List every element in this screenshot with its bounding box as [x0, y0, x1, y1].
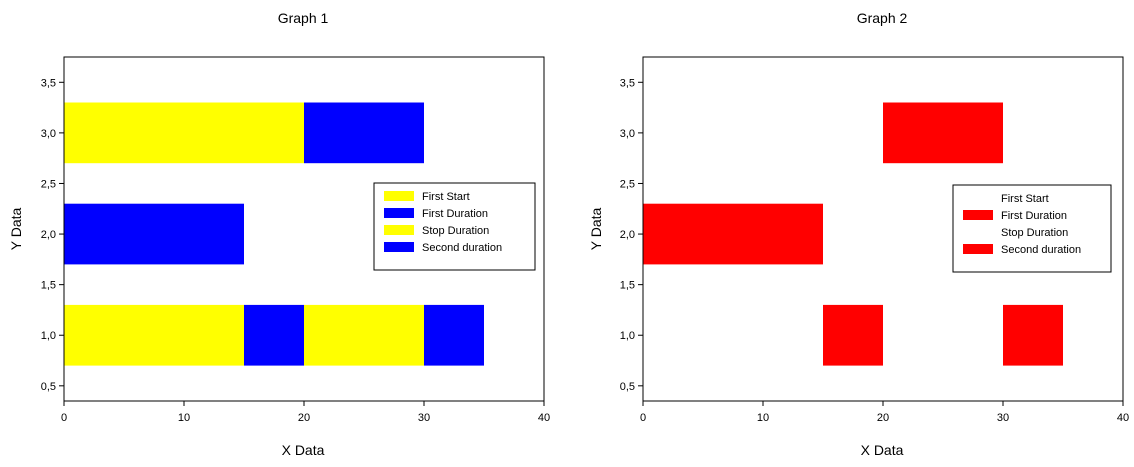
y-axis: 0,5 1,0 1,5 2,0 2,5 3,0 3,5 — [620, 77, 643, 393]
bar-segment — [64, 102, 304, 164]
legend-swatch — [384, 208, 414, 218]
legend-label: First Start — [1001, 193, 1049, 205]
y-tick-label: 1,5 — [620, 280, 635, 292]
bar-segment — [823, 304, 883, 366]
bar-segment — [304, 102, 424, 164]
legend-swatch — [963, 210, 993, 220]
x-tick-label: 20 — [877, 412, 889, 424]
legend: First Start First Duration Stop Duration Se… — [952, 184, 1112, 273]
legend-label: First Duration — [1001, 210, 1067, 222]
y-tick-label: 3,0 — [41, 128, 56, 140]
bar-segment — [64, 304, 244, 366]
x-tick-label: 10 — [178, 412, 190, 424]
legend-label: Stop Duration — [1001, 227, 1068, 239]
legend-swatch — [384, 191, 414, 201]
legend: First Start First Duration Stop Duration Se… — [373, 182, 536, 271]
y-axis: 0,5 1,0 1,5 2,0 2,5 3,0 3,5 — [41, 77, 64, 393]
y-tick-label: 3,5 — [620, 77, 635, 89]
legend-label: Second duration — [422, 242, 502, 254]
x-tick-label: 0 — [61, 412, 67, 424]
bars — [643, 102, 1063, 366]
x-axis-label: X Data — [282, 442, 325, 458]
legend-label: First Duration — [422, 208, 488, 220]
y-tick-label: 1,0 — [41, 330, 56, 342]
x-tick-label: 0 — [640, 412, 646, 424]
x-tick-label: 20 — [298, 412, 310, 424]
legend-swatch — [384, 242, 414, 252]
y-axis-label: Y Data — [8, 208, 24, 251]
y-tick-label: 2,5 — [620, 178, 635, 190]
y-tick-label: 0,5 — [41, 381, 56, 393]
y-tick-label: 2,0 — [620, 229, 635, 241]
legend-swatch — [384, 225, 414, 235]
x-axis: 0 10 20 30 40 — [61, 401, 550, 424]
legend-label: First Start — [422, 191, 470, 203]
legend-box — [952, 184, 1112, 273]
x-tick-label: 10 — [757, 412, 769, 424]
bar-segment — [424, 304, 484, 366]
x-tick-label: 30 — [418, 412, 430, 424]
y-tick-label: 3,0 — [620, 128, 635, 140]
bar-segment — [304, 304, 424, 366]
y-tick-label: 1,5 — [41, 280, 56, 292]
bar-segment — [64, 203, 244, 265]
chart-title: Graph 1 — [278, 10, 329, 26]
y-tick-label: 0,5 — [620, 381, 635, 393]
x-axis: 0 10 20 30 40 — [640, 401, 1129, 424]
y-tick-label: 1,0 — [620, 330, 635, 342]
bar-segment — [643, 203, 823, 265]
y-axis-label: Y Data — [588, 208, 604, 251]
chart-graph-1: Graph 1 X Data Y Data 0 10 20 30 40 0,5 1,0 1,5… — [8, 10, 550, 458]
y-tick-label: 2,0 — [41, 229, 56, 241]
x-axis-label: X Data — [861, 442, 904, 458]
chart-title: Graph 2 — [857, 10, 908, 26]
legend-label: Stop Duration — [422, 225, 489, 237]
x-tick-label: 30 — [997, 412, 1009, 424]
x-tick-label: 40 — [1117, 412, 1129, 424]
bar-segment — [244, 304, 304, 366]
legend-swatch — [963, 244, 993, 254]
bars — [64, 102, 484, 366]
bar-segment — [883, 102, 1003, 164]
y-tick-label: 3,5 — [41, 77, 56, 89]
x-tick-label: 40 — [538, 412, 550, 424]
bar-segment — [1003, 304, 1063, 366]
y-tick-label: 2,5 — [41, 178, 56, 190]
chart-graph-2: Graph 2 X Data Y Data 0 10 20 30 40 0,5 1,0 1,5… — [588, 10, 1129, 458]
legend-label: Second duration — [1001, 244, 1081, 256]
